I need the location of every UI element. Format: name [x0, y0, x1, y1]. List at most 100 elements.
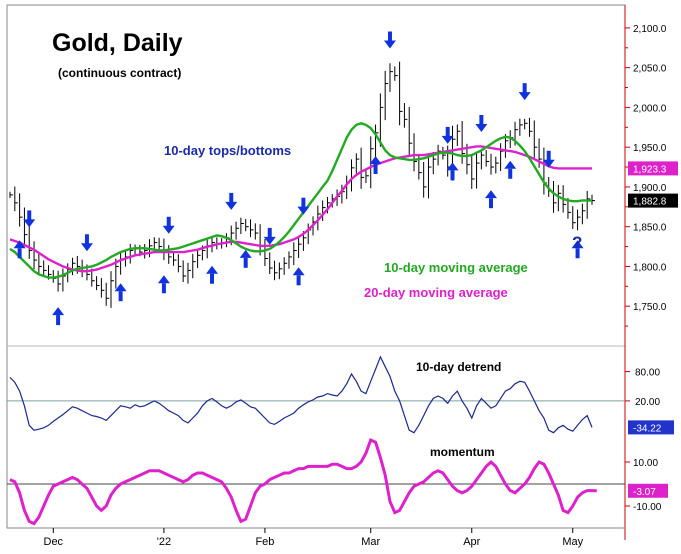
- x-tick-label: Apr: [463, 536, 480, 548]
- bottom-arrow-head: [13, 240, 26, 249]
- bottom-arrow: [369, 155, 382, 174]
- bottom-arrow-head: [52, 307, 65, 316]
- top-arrow: [23, 210, 36, 228]
- bottom-arrow: [13, 240, 26, 259]
- last-price-text: 1,882.8: [633, 197, 667, 208]
- price-tick-label: 2,050.0: [633, 64, 667, 75]
- moving-average-lines: [9, 122, 593, 279]
- x-tick-label: Mar: [361, 536, 380, 548]
- ma20-line: [9, 145, 592, 273]
- top-arrow-shaft: [229, 192, 234, 203]
- top-arrow-shaft: [387, 31, 392, 42]
- momentum-value-text: -3.07: [633, 487, 656, 498]
- top-arrow-shaft: [166, 216, 171, 227]
- bottom-arrow-head: [239, 249, 252, 258]
- bottom-arrow-shaft: [161, 283, 166, 294]
- top-arrow-shaft: [546, 150, 551, 161]
- top-arrow: [383, 31, 396, 49]
- bottom-arrow-head: [206, 265, 219, 274]
- plot-border: [6, 4, 626, 529]
- bottom-arrow-shaft: [118, 291, 123, 302]
- ma10-label: 10-day moving average: [384, 260, 528, 275]
- top-arrow: [542, 150, 555, 168]
- top-arrow-shaft: [27, 210, 32, 221]
- bottom-arrow-shaft: [508, 168, 513, 179]
- price-tick-label: 1,750.0: [633, 302, 667, 313]
- axes: 2,100.0 2,050.0 2,000.0 1,950.0 1,900.0 1,850…: [7, 24, 678, 548]
- bottom-arrow-head: [484, 190, 497, 199]
- top-arrow-head: [475, 123, 488, 132]
- momentum-value-badge: [628, 483, 668, 498]
- detrend-value-badge: [628, 420, 674, 435]
- bottom-arrow-head: [504, 160, 517, 169]
- bottom-arrow-shaft: [243, 257, 248, 268]
- detrend-line: [9, 355, 593, 434]
- bottom-arrow: [239, 249, 252, 268]
- tops-bottoms-label: 10-day tops/bottoms: [164, 143, 291, 158]
- bottom-arrow: [446, 162, 459, 181]
- top-arrow-shaft: [267, 227, 272, 238]
- top-arrow-shaft: [479, 114, 484, 125]
- price-tick-label: 1,850.0: [633, 223, 667, 234]
- detrend-pane: [7, 355, 625, 434]
- bottom-arrow-shaft: [373, 163, 378, 174]
- turn-arrows: [13, 31, 584, 326]
- top-arrow: [518, 83, 531, 101]
- top-arrow-head: [383, 40, 396, 49]
- price-tick-label: 1,900.0: [633, 183, 667, 194]
- chart-frame: [6, 4, 626, 540]
- bottom-arrow: [484, 190, 497, 209]
- price-tick-label: 2,000.0: [633, 103, 667, 114]
- question-mark: ?: [572, 233, 582, 252]
- momentum-tick-label: 10.00: [633, 458, 658, 469]
- top-arrow: [475, 114, 488, 132]
- bottom-arrow-head: [571, 240, 584, 249]
- bottom-arrow: [206, 265, 219, 284]
- detrend-label: 10-day detrend: [416, 360, 501, 374]
- chart-subtitle: (continuous contract): [58, 66, 181, 80]
- bottom-arrow-head: [292, 267, 305, 276]
- price-tick-label: 2,100.0: [633, 24, 667, 35]
- bottom-arrow-head: [446, 162, 459, 171]
- bottom-arrow-shaft: [56, 315, 61, 326]
- chart-title: Gold, Daily: [52, 29, 183, 57]
- bottom-arrow: [157, 275, 170, 294]
- top-arrow-shaft: [84, 234, 89, 245]
- top-arrow-head: [542, 159, 555, 168]
- bottom-arrow: [571, 240, 584, 259]
- top-arrow-head: [23, 219, 36, 228]
- x-tick-label: Dec: [44, 536, 64, 548]
- top-arrow-head: [225, 201, 238, 210]
- top-arrow: [441, 126, 454, 144]
- momentum-tick-label: -10.00: [633, 502, 662, 513]
- price-tick-label: 1,950.0: [633, 143, 667, 154]
- detrend-tick-label: 20.00: [635, 397, 660, 408]
- momentum-label: momentum: [430, 445, 495, 459]
- top-arrow-head: [297, 206, 310, 215]
- detrend-value-text: -34.22: [633, 423, 662, 434]
- momentum-pane: [7, 437, 625, 526]
- top-arrow: [297, 197, 310, 215]
- top-arrow-head: [441, 135, 454, 144]
- bottom-arrow-shaft: [17, 248, 22, 259]
- momentum-line: [9, 437, 597, 526]
- top-arrow-shaft: [301, 197, 306, 208]
- top-arrow-head: [80, 243, 93, 252]
- x-tick-label: May: [562, 536, 583, 548]
- ma20-value-text: 1,923.3: [633, 164, 667, 175]
- x-tick-label: '22: [157, 536, 171, 548]
- top-arrow: [162, 216, 175, 234]
- bottom-arrow-shaft: [488, 198, 493, 209]
- bottom-arrow-head: [157, 275, 170, 284]
- bottom-arrow-head: [114, 283, 127, 292]
- top-arrow: [225, 192, 238, 210]
- top-arrow-shaft: [522, 83, 527, 94]
- ma20-label: 20-day moving average: [364, 285, 508, 300]
- bottom-arrow: [504, 160, 517, 179]
- bottom-arrow-shaft: [296, 275, 301, 286]
- top-arrow: [263, 227, 276, 245]
- top-arrow-head: [162, 225, 175, 234]
- x-tick-label: Feb: [255, 536, 274, 548]
- bottom-arrow-shaft: [210, 273, 215, 284]
- bottom-arrow-head: [369, 155, 382, 164]
